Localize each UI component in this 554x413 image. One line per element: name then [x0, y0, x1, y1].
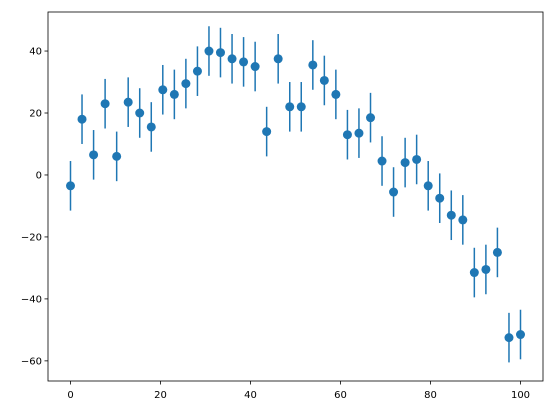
- point: [389, 187, 399, 197]
- point: [481, 264, 491, 274]
- y-tick-label: 20: [29, 109, 42, 120]
- point: [492, 247, 502, 257]
- y-tick-label: −60: [21, 356, 42, 367]
- point: [516, 330, 525, 340]
- point: [458, 215, 468, 225]
- point: [273, 54, 283, 64]
- point: [227, 54, 237, 64]
- y-tick-label: 40: [29, 47, 42, 58]
- point: [296, 102, 306, 112]
- point: [285, 102, 295, 112]
- point: [135, 108, 145, 118]
- point: [331, 89, 341, 99]
- point: [412, 154, 422, 164]
- point: [435, 193, 445, 203]
- point: [66, 181, 75, 191]
- point: [250, 62, 260, 72]
- point: [158, 85, 168, 95]
- point: [319, 75, 329, 85]
- point: [446, 210, 456, 220]
- x-tick-label: 60: [334, 390, 347, 401]
- point: [215, 48, 225, 58]
- x-tick-label: 40: [244, 390, 257, 401]
- x-tick-label: 20: [154, 390, 167, 401]
- point: [354, 128, 364, 138]
- point: [100, 99, 110, 109]
- point: [400, 158, 410, 168]
- point: [239, 57, 249, 67]
- point: [469, 268, 479, 278]
- point: [377, 156, 387, 166]
- x-tick-label: 0: [67, 390, 73, 401]
- plot-frame: [47, 11, 544, 382]
- point: [504, 333, 514, 343]
- point: [146, 122, 156, 132]
- y-tick-label: 0: [36, 170, 42, 181]
- point: [77, 114, 87, 124]
- x-tick-label: 80: [424, 390, 437, 401]
- point: [192, 66, 202, 76]
- point: [308, 60, 318, 70]
- x-tick-label: 100: [511, 390, 530, 401]
- point: [112, 151, 122, 161]
- y-tick-label: −40: [21, 294, 42, 305]
- point: [342, 130, 352, 140]
- y-tick-label: −20: [21, 232, 42, 243]
- point: [123, 97, 133, 107]
- point: [181, 79, 191, 89]
- point: [366, 113, 376, 123]
- point: [89, 150, 99, 160]
- point: [262, 127, 272, 137]
- point: [423, 181, 433, 191]
- point: [169, 89, 179, 99]
- point: [204, 46, 214, 56]
